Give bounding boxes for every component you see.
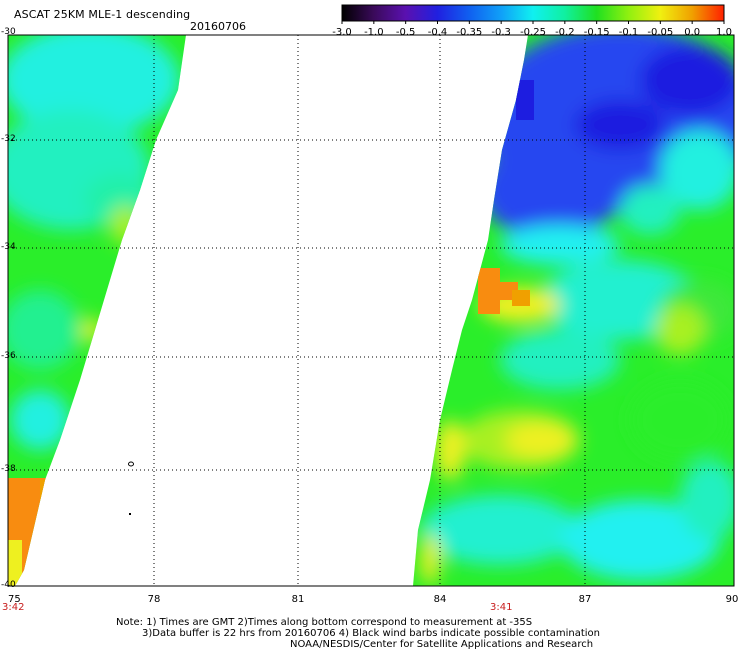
lat-label-40: -40 <box>1 580 16 590</box>
colorbar-tick-label: -0.1 <box>618 27 639 38</box>
product-date: 20160706 <box>190 20 246 33</box>
colorbar <box>341 4 725 24</box>
lat-label-32: -32 <box>1 134 16 144</box>
note-line-1: Note: 1) Times are GMT 2)Times along bot… <box>116 617 533 628</box>
note-line-2: 3)Data buffer is 22 hrs from 20160706 4)… <box>142 628 600 639</box>
lat-label-38: -38 <box>1 464 16 474</box>
lon-label-90: 90 <box>725 594 739 605</box>
colorbar-tick-label: -0.4 <box>427 27 448 38</box>
marker-circle <box>128 461 134 467</box>
note-line-3: NOAA/NESDIS/Center for Satellite Applica… <box>290 639 594 650</box>
colorbar-tick-label: 0.0 <box>684 27 701 38</box>
colorbar-tick-label: -0.2 <box>555 27 575 38</box>
marker-dot <box>129 513 131 515</box>
colorbar-tick-label: 1.0 <box>716 27 732 38</box>
time-label-right: 3:41 <box>490 602 513 613</box>
lon-label-84: 84 <box>433 594 447 605</box>
product-title: ASCAT 25KM MLE-1 descending <box>14 8 191 21</box>
lat-label-30: -30 <box>1 27 16 37</box>
colorbar-tick-label: -0.5 <box>395 27 416 38</box>
graticule <box>8 35 734 586</box>
colorbar-tick-label: -0.3 <box>491 27 511 38</box>
lon-label-75: 75 <box>8 594 21 605</box>
colorbar-tick-label: -1.0 <box>364 27 384 38</box>
left-swath <box>8 35 186 586</box>
time-label-left: 3:42 <box>2 602 25 613</box>
colorbar-tick-label: -0.05 <box>647 27 674 38</box>
colorbar-tick-label: -0.35 <box>456 27 483 38</box>
lon-label-87: 87 <box>578 594 592 605</box>
map-frame <box>7 34 735 587</box>
lon-label-81: 81 <box>291 594 305 605</box>
right-orange-patch <box>478 268 500 314</box>
colorbar-gradient <box>341 4 725 22</box>
lat-label-36: -36 <box>1 351 16 361</box>
colorbar-tick-label: -3.0 <box>332 27 352 38</box>
colorbar-tick-label: -0.15 <box>583 27 610 38</box>
lon-label-78: 78 <box>147 594 161 605</box>
right-swath <box>413 35 734 586</box>
lat-label-34: -34 <box>1 242 16 252</box>
colorbar-tick-label: -0.25 <box>520 27 546 38</box>
